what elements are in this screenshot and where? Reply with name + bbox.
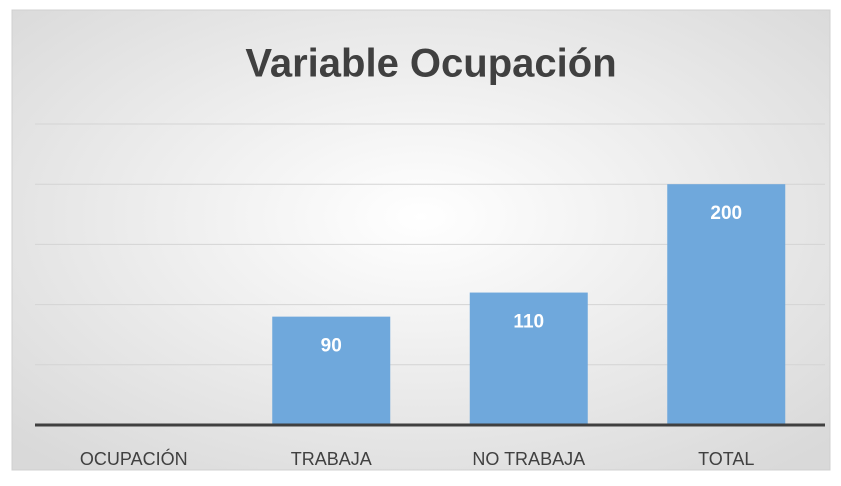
x-tick-label: TRABAJA (291, 449, 372, 469)
data-label: 200 (710, 203, 742, 224)
x-tick-label: TOTAL (698, 449, 754, 469)
bar (667, 184, 786, 425)
chart-title: Variable Ocupación (245, 42, 616, 86)
data-label: 110 (513, 312, 544, 333)
bar (469, 292, 588, 425)
x-tick-label: NO TRABAJA (472, 449, 585, 469)
bar (272, 316, 391, 425)
x-tick-label: OCUPACIÓN (80, 448, 188, 469)
data-label: 90 (321, 336, 342, 357)
